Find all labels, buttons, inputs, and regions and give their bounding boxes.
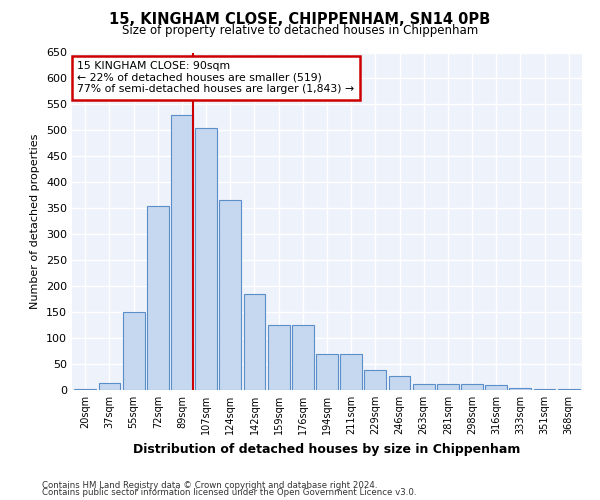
Text: 15 KINGHAM CLOSE: 90sqm
← 22% of detached houses are smaller (519)
77% of semi-d: 15 KINGHAM CLOSE: 90sqm ← 22% of detache… [77,61,354,94]
Bar [244,294,265,390]
Bar [509,388,531,390]
X-axis label: Distribution of detached houses by size in Chippenham: Distribution of detached houses by size … [133,442,521,456]
Text: Contains HM Land Registry data © Crown copyright and database right 2024.: Contains HM Land Registry data © Crown c… [42,480,377,490]
Bar [533,389,556,390]
Bar [316,354,338,390]
Bar [268,325,290,390]
Bar [437,384,459,390]
Bar [292,325,314,390]
Bar [364,370,386,390]
Text: Contains public sector information licensed under the Open Government Licence v3: Contains public sector information licen… [42,488,416,497]
Y-axis label: Number of detached properties: Number of detached properties [31,134,40,309]
Bar [461,384,483,390]
Bar [98,382,121,390]
Text: Size of property relative to detached houses in Chippenham: Size of property relative to detached ho… [122,24,478,37]
Text: 15, KINGHAM CLOSE, CHIPPENHAM, SN14 0PB: 15, KINGHAM CLOSE, CHIPPENHAM, SN14 0PB [109,12,491,28]
Bar [389,376,410,390]
Bar [220,200,241,390]
Bar [171,115,193,390]
Bar [195,128,217,390]
Bar [74,389,96,390]
Bar [147,206,169,390]
Bar [340,354,362,390]
Bar [413,384,434,390]
Bar [123,312,145,390]
Bar [485,385,507,390]
